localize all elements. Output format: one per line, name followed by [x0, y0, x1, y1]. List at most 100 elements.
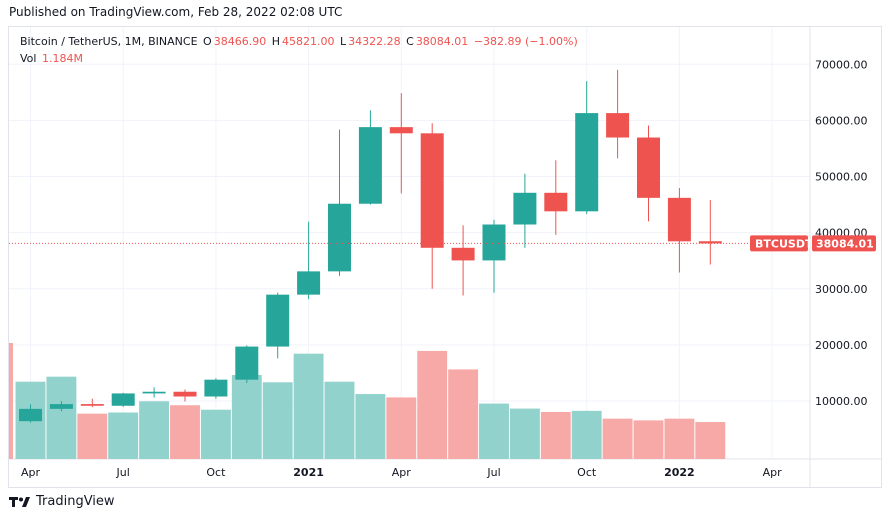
candle[interactable]: [173, 389, 197, 402]
legend-high-label: H: [271, 35, 280, 48]
volume-bar[interactable]: [695, 422, 726, 459]
legend-volume-row: Vol 1.184M: [20, 50, 578, 67]
volume-bar[interactable]: [293, 353, 324, 459]
candle-body: [142, 391, 166, 394]
brand[interactable]: TradingView: [9, 494, 115, 509]
volume-bar[interactable]: [355, 394, 386, 459]
candle[interactable]: [358, 110, 382, 205]
time-tick-label: 2021: [293, 466, 324, 479]
candle[interactable]: [204, 378, 228, 399]
volume-bar[interactable]: [386, 397, 417, 459]
candle[interactable]: [513, 173, 537, 248]
volume-bar[interactable]: [46, 376, 77, 459]
volume-bar[interactable]: [509, 408, 540, 459]
volume-bar[interactable]: [602, 418, 633, 459]
candle[interactable]: [49, 401, 73, 412]
brand-name: TradingView: [36, 494, 115, 509]
symbol-tag-text: BTCUSDT: [755, 237, 813, 250]
candles: [19, 69, 722, 423]
candle[interactable]: [482, 219, 506, 293]
legend-close: 38084.01: [415, 35, 469, 48]
candle[interactable]: [111, 392, 135, 407]
legend: Bitcoin / TetherUS, 1M, BINANCE O 38466.9…: [20, 33, 578, 67]
candle[interactable]: [328, 129, 351, 276]
candle[interactable]: [142, 387, 166, 398]
candle[interactable]: [544, 160, 568, 235]
candle-body: [19, 408, 42, 422]
candle[interactable]: [420, 123, 444, 289]
legend-volume: 1.184M: [41, 52, 83, 65]
time-tick-label: 2022: [664, 466, 695, 479]
time-tick-label: Oct: [577, 466, 597, 479]
volume-bar[interactable]: [448, 369, 479, 459]
time-tick-label: Jul: [486, 466, 500, 479]
candle-body: [358, 127, 382, 204]
candle[interactable]: [297, 221, 321, 300]
price-tick-label: 20000.00: [815, 339, 868, 352]
volume-bar[interactable]: [324, 381, 355, 459]
volume-bar[interactable]: [479, 403, 509, 459]
price-tick-label: 10000.00: [815, 395, 868, 408]
volume-bars: [9, 343, 726, 459]
price-tick-label: 30000.00: [815, 283, 868, 296]
candle[interactable]: [80, 398, 104, 408]
price-axis: 10000.0020000.0030000.0040000.0050000.00…: [815, 58, 868, 408]
candle-body: [389, 127, 413, 134]
price-tag: [812, 235, 876, 252]
time-tick-label: Apr: [21, 466, 41, 479]
volume-bar[interactable]: [170, 405, 200, 459]
candle-body: [420, 133, 444, 248]
volume-bar[interactable]: [108, 412, 139, 459]
volume-bar[interactable]: [200, 409, 231, 459]
legend-volume-label: Vol: [20, 52, 37, 65]
legend-ohlc-row: Bitcoin / TetherUS, 1M, BINANCE O 38466.9…: [20, 33, 578, 50]
legend-symbol: Bitcoin / TetherUS, 1M, BINANCE: [20, 35, 198, 48]
candle-body: [544, 192, 568, 212]
candle-body: [297, 271, 321, 295]
candle[interactable]: [19, 404, 42, 423]
volume-bar[interactable]: [262, 382, 293, 459]
volume-bar-partial: [9, 343, 13, 459]
legend-open-label: O: [203, 35, 212, 48]
candle-body: [328, 203, 351, 272]
candle[interactable]: [698, 199, 722, 265]
price-tag-text: 38084.01: [816, 237, 874, 250]
candle[interactable]: [389, 93, 413, 194]
volume-bar[interactable]: [417, 350, 448, 459]
chart-frame[interactable]: [8, 26, 882, 488]
candle[interactable]: [266, 292, 290, 359]
volume-bar[interactable]: [231, 375, 262, 459]
candle[interactable]: [451, 225, 475, 296]
candle[interactable]: [235, 345, 259, 384]
time-tick-label: Oct: [206, 466, 226, 479]
legend-low: 34322.28: [348, 35, 401, 48]
symbol-tag: [750, 235, 808, 252]
candle-body: [173, 391, 197, 397]
candle[interactable]: [606, 69, 630, 159]
volume-bar[interactable]: [633, 420, 664, 459]
candle-body: [637, 137, 660, 198]
volume-bar[interactable]: [540, 411, 571, 459]
candle[interactable]: [575, 81, 599, 215]
candle[interactable]: [667, 188, 691, 273]
time-axis: Apr Jul Oct 2021 Apr Jul Oct 2022 Apr: [21, 466, 782, 479]
candle-body: [482, 224, 506, 261]
volume-bar[interactable]: [77, 413, 108, 459]
price-tick-label: 70000.00: [815, 58, 868, 71]
candle-body: [451, 247, 475, 261]
price-tick-label: 50000.00: [815, 171, 868, 184]
candle-body: [204, 379, 228, 397]
candle[interactable]: [637, 125, 660, 222]
legend-open: 38466.90: [213, 35, 267, 48]
price-tick-label: 60000.00: [815, 114, 868, 127]
legend-close-label: C: [406, 35, 414, 48]
candle-body: [111, 393, 135, 406]
candle-body: [575, 113, 599, 212]
volume-bar[interactable]: [571, 410, 602, 459]
tradingview-logo-icon: [9, 496, 30, 507]
volume-bar[interactable]: [139, 401, 170, 459]
last-price-tags: BTCUSDT 38084.01: [750, 235, 876, 252]
volume-bar[interactable]: [664, 418, 695, 459]
time-tick-label: Jul: [116, 466, 130, 479]
